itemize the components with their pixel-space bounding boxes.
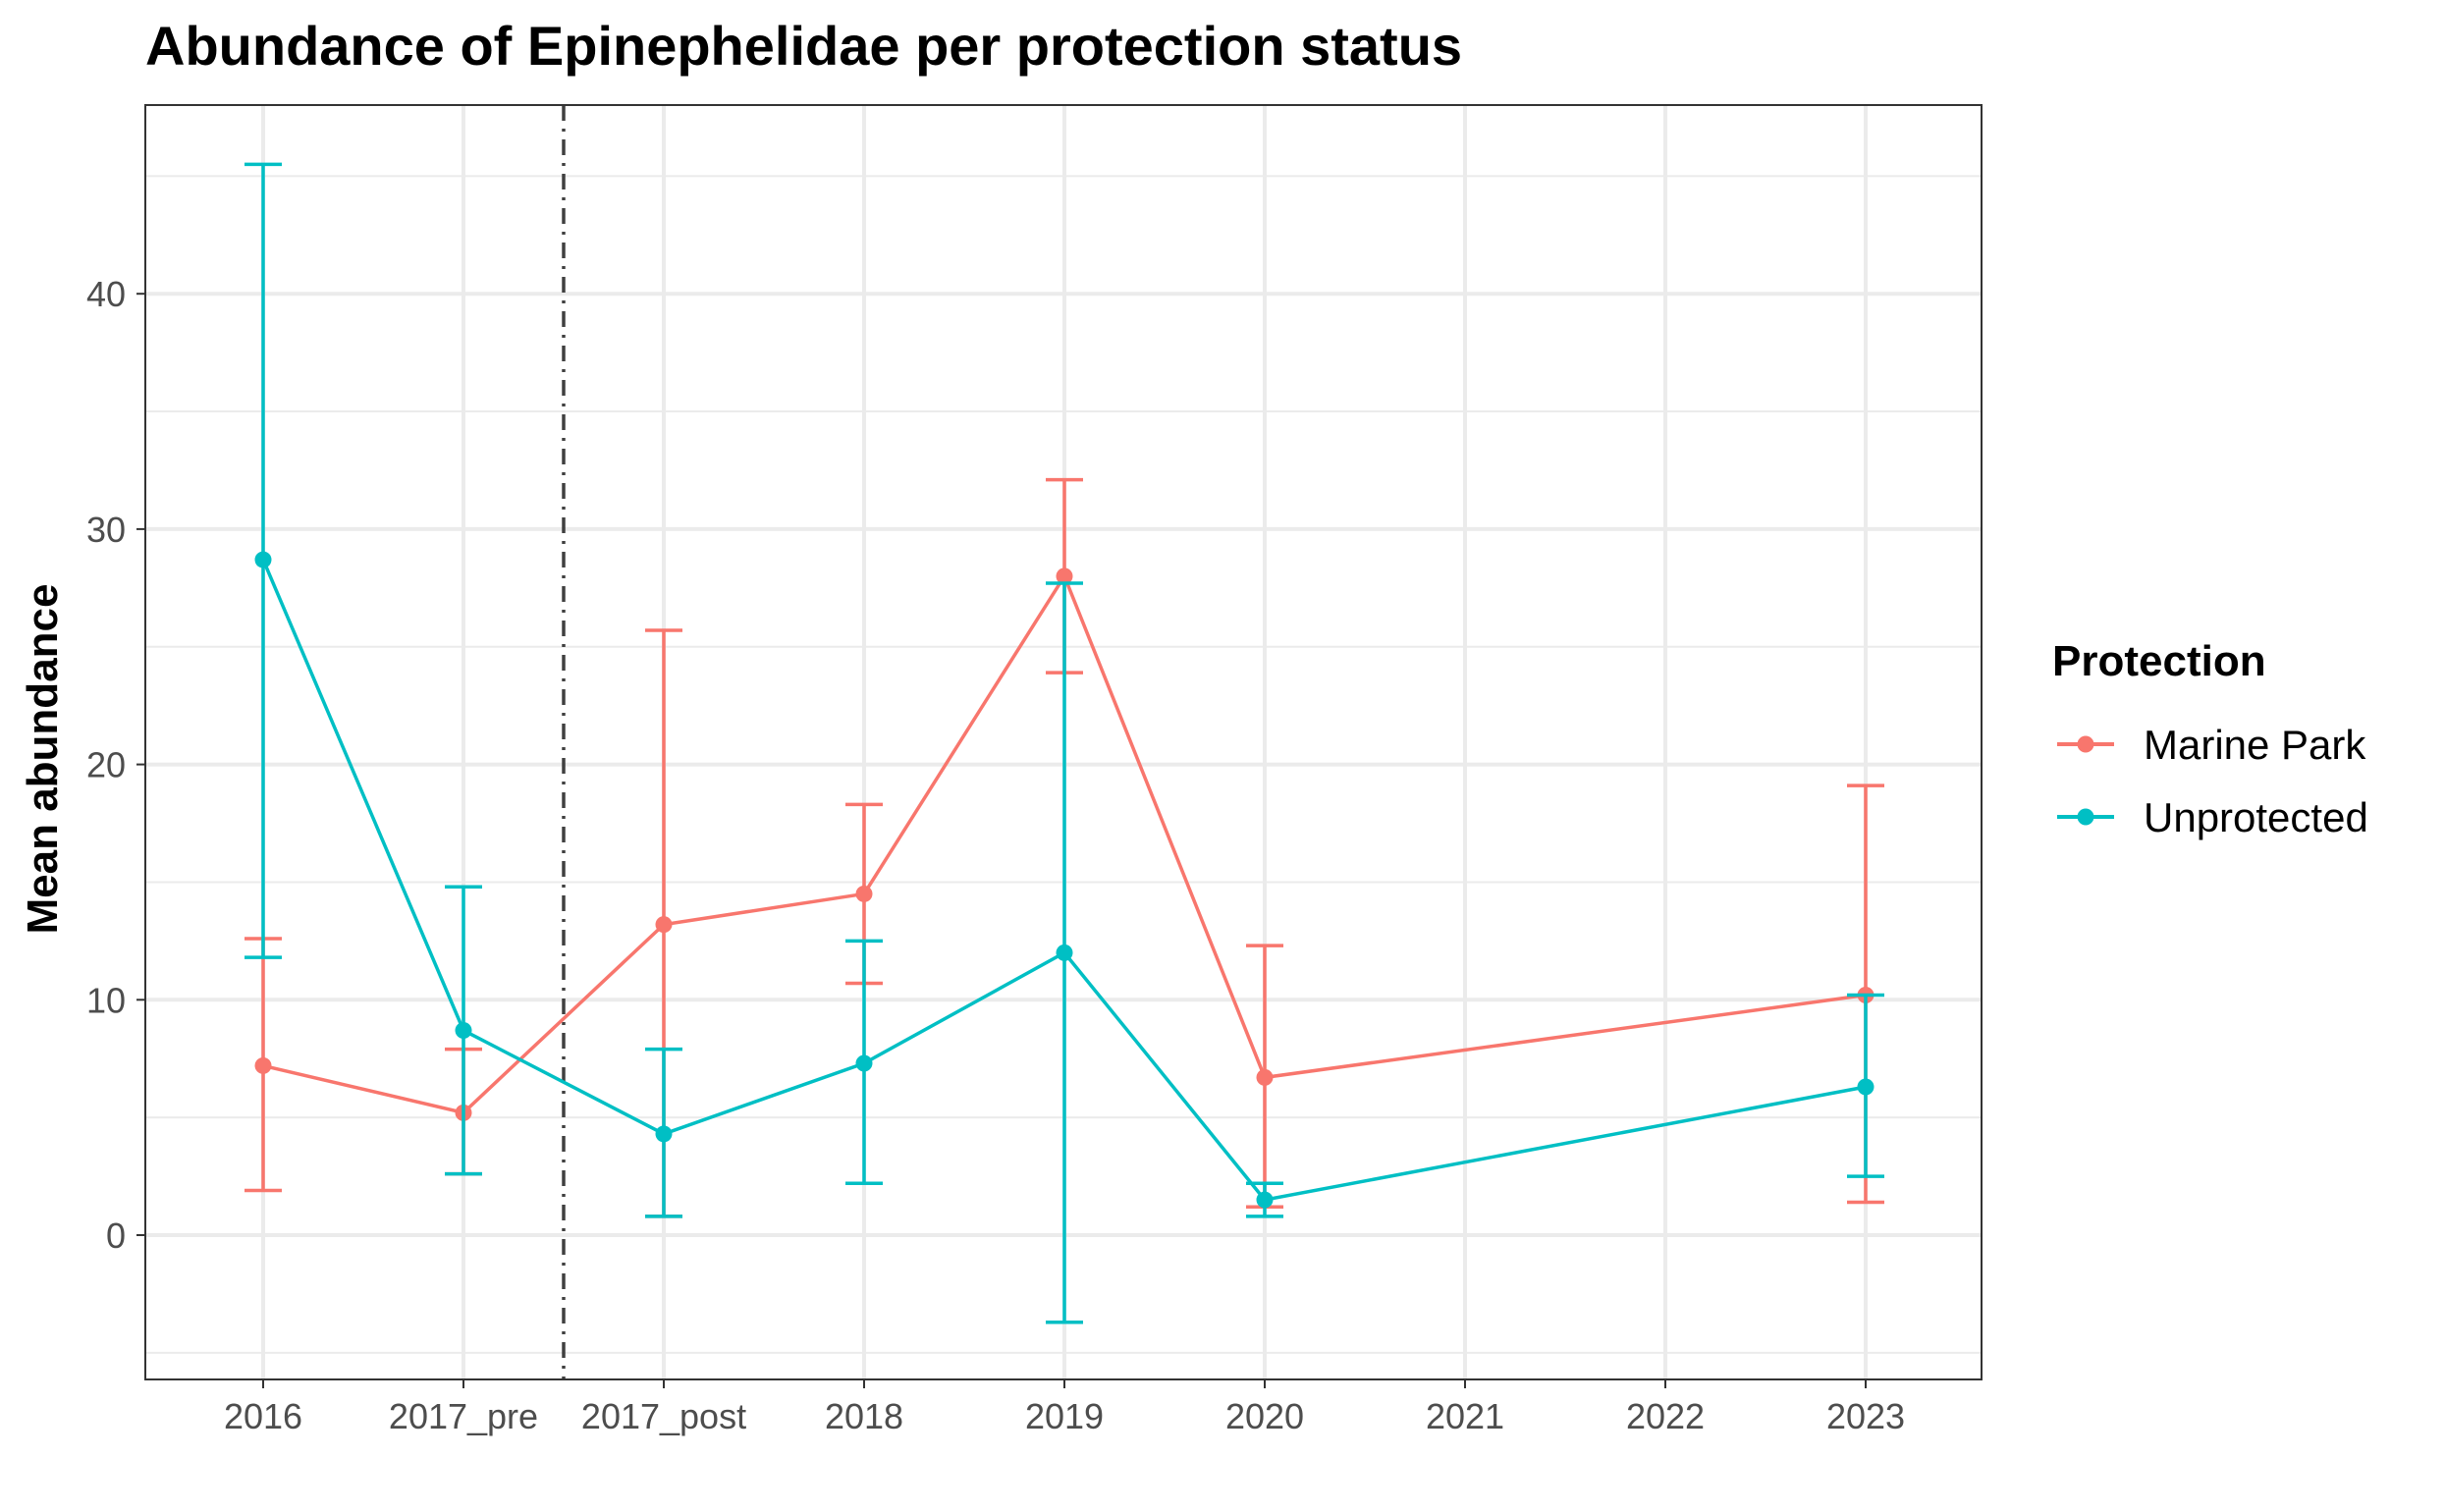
legend-key-point [2077, 808, 2094, 826]
series-unprotected [244, 162, 1884, 1324]
x-tick-label: 2021 [1426, 1396, 1504, 1436]
legend-key-marine-park: Marine Park [2057, 722, 2366, 768]
plot-panel: 0 10 20 30 40 2016 2017_pre 2017_post 2018 2019 20… [86, 104, 1983, 1436]
data-point [855, 1054, 873, 1072]
legend-key-point [2077, 735, 2094, 753]
data-point [1056, 567, 1073, 585]
data-point [1056, 944, 1073, 961]
data-point [655, 916, 673, 934]
x-tick-label: 2017_pre [389, 1396, 538, 1436]
x-tick-label: 2016 [224, 1396, 302, 1436]
y-tick-label: 40 [86, 274, 126, 314]
legend-key-unprotected: Unprotected [2057, 794, 2368, 840]
data-point [1256, 1191, 1274, 1209]
data-point [254, 551, 272, 568]
x-tick-label: 2019 [1025, 1396, 1104, 1436]
legend-label: Unprotected [2144, 794, 2368, 840]
data-point [1857, 1078, 1874, 1096]
data-point [655, 1125, 673, 1143]
y-tick-label: 20 [86, 745, 126, 785]
legend-title: Protection [2052, 637, 2266, 685]
x-tick-label: 2018 [825, 1396, 903, 1436]
x-tick-label: 2022 [1626, 1396, 1705, 1436]
x-tick-label: 2023 [1826, 1396, 1905, 1436]
legend-label: Marine Park [2144, 722, 2366, 768]
x-tick-label: 2020 [1225, 1396, 1304, 1436]
data-point [1256, 1068, 1274, 1086]
y-axis-title: Mean abundance [19, 584, 67, 935]
x-tick-label: 2017_post [581, 1396, 746, 1436]
data-point [254, 1056, 272, 1074]
y-tick-label: 30 [86, 510, 126, 550]
y-tick-label: 0 [106, 1215, 126, 1256]
legend: Protection Marine Park Unprotected [2052, 637, 2368, 840]
chart-title: Abundance of Epinephelidae per protectio… [145, 15, 1462, 77]
data-point [855, 885, 873, 902]
data-point [455, 1021, 472, 1039]
y-tick-label: 10 [86, 980, 126, 1020]
